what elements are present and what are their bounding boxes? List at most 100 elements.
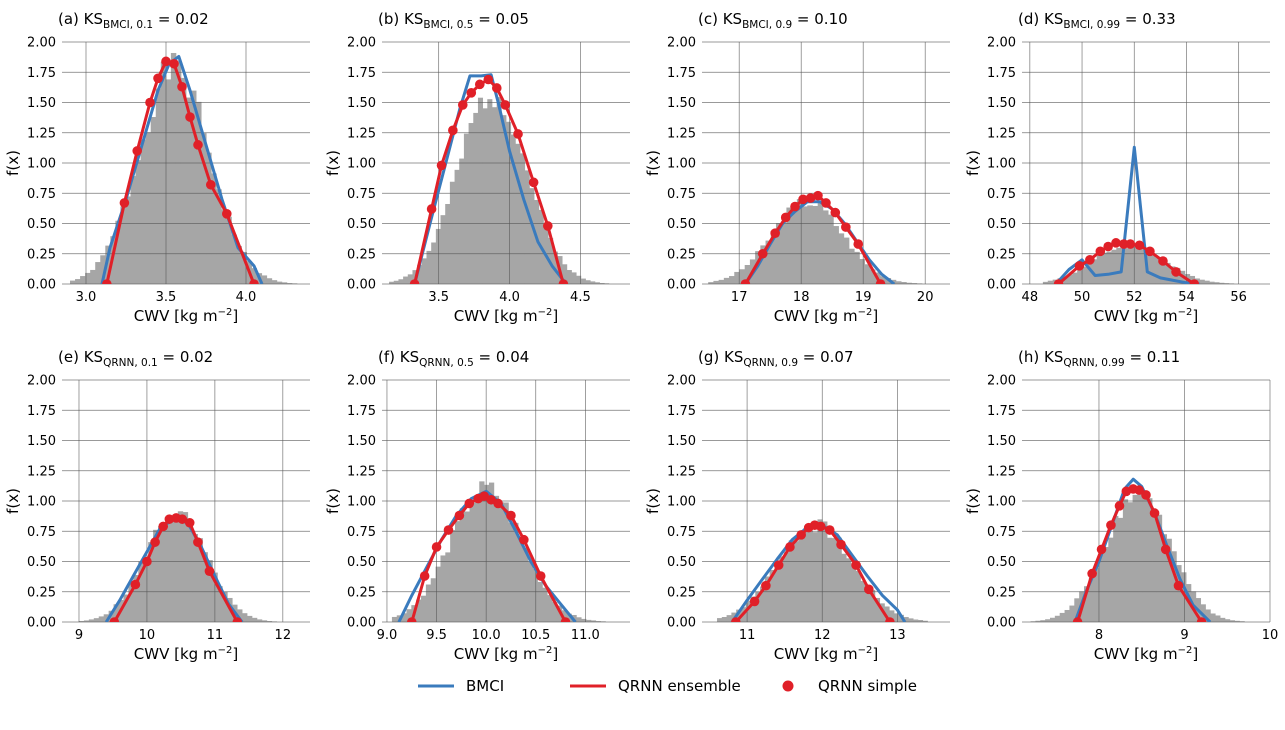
histogram-bar — [1084, 586, 1090, 622]
x-tick-label: 12 — [814, 628, 831, 643]
x-tick-label: 20 — [917, 290, 934, 305]
series-group — [1072, 477, 1212, 622]
qrnn-simple-point — [1125, 239, 1136, 249]
histogram-bar — [98, 616, 105, 622]
histogram-bar — [440, 215, 446, 284]
histogram-bar — [750, 596, 756, 622]
y-tick-label: 1.25 — [27, 464, 56, 479]
histogram-bar — [1106, 251, 1112, 284]
panel-title-value: = 0.07 — [798, 348, 854, 366]
histogram-bar — [474, 495, 480, 622]
x-axis-label-main: CWV [kg m — [774, 307, 858, 325]
y-tick-label: 0.00 — [347, 278, 376, 293]
panel-title-prefix: (e) KS — [58, 348, 103, 366]
histogram-bar — [186, 97, 192, 284]
qrnn-simple-point — [790, 201, 800, 212]
y-tick-label: 0.25 — [347, 585, 376, 600]
histogram-bar — [473, 112, 479, 284]
y-axis-label: f(x) — [4, 150, 22, 176]
histogram-bar — [846, 558, 852, 622]
x-axis-label-end: ] — [1192, 307, 1198, 325]
histogram-bar — [552, 602, 558, 622]
histogram — [1030, 492, 1245, 622]
histogram-bar — [906, 282, 912, 284]
histogram-bar — [590, 620, 597, 622]
x-tick-label: 3.0 — [76, 290, 97, 305]
histogram-bar — [561, 610, 567, 622]
histogram-bar — [426, 250, 432, 284]
qrnn-simple-point — [130, 579, 141, 590]
histogram-bar — [1165, 262, 1171, 284]
histogram-bar — [261, 620, 268, 622]
histogram-bar — [726, 615, 732, 622]
qrnn-simple-point — [161, 56, 171, 67]
histogram-bar — [796, 199, 803, 284]
qrnn-simple-point — [558, 279, 569, 284]
histogram-bar — [585, 280, 591, 284]
y-tick-label: 1.00 — [27, 157, 56, 172]
qrnn-simple-point — [1189, 279, 1200, 284]
y-tick-label: 0.00 — [347, 616, 376, 631]
histogram-bar — [734, 271, 740, 284]
y-axis-label: f(x) — [4, 488, 22, 514]
histogram-bar — [1088, 577, 1095, 622]
histogram-bar — [1030, 621, 1036, 622]
x-tick-label: 10 — [139, 628, 156, 643]
y-tick-label: 2.00 — [987, 374, 1016, 389]
x-axis-label-main: CWV [kg m — [1094, 307, 1178, 325]
qrnn-simple-point — [1134, 240, 1145, 251]
panel-title-prefix: (a) KS — [58, 10, 103, 28]
qrnn-simple-point — [206, 179, 216, 190]
qrnn-simple-point — [731, 617, 741, 622]
y-tick-label: 0.00 — [667, 616, 696, 631]
histogram-bar — [508, 522, 514, 622]
x-tick-label: 3.5 — [156, 290, 177, 305]
x-tick-label: 4.5 — [570, 290, 591, 305]
grid — [382, 379, 630, 623]
histogram-bar — [256, 619, 263, 622]
y-tick-label: 1.50 — [987, 434, 1016, 449]
histogram-bar — [155, 88, 162, 284]
y-tick-label: 1.25 — [667, 464, 696, 479]
x-tick-label: 10.0 — [472, 628, 501, 643]
histogram-bar — [406, 609, 412, 622]
qrnn-simple-point — [796, 530, 806, 540]
qrnn-simple-point — [153, 73, 163, 84]
x-tick-label: 56 — [1230, 290, 1247, 305]
qrnn-simple-point — [204, 566, 215, 576]
y-tick-label: 0.25 — [27, 247, 56, 262]
y-tick-label: 1.00 — [347, 157, 376, 172]
histogram-bar — [398, 279, 404, 284]
x-axis-label-exponent: −2 — [858, 307, 873, 318]
histogram-bar — [170, 52, 177, 284]
histogram-bar — [459, 508, 466, 622]
qrnn-simple-point — [454, 510, 465, 521]
y-tick-label: 1.50 — [347, 434, 376, 449]
histogram-bar — [723, 277, 730, 284]
histogram-bar — [115, 220, 121, 284]
histogram-bar — [201, 133, 207, 284]
x-tick-label: 11 — [207, 628, 224, 643]
histogram-bar — [1118, 517, 1124, 622]
histogram-bar — [75, 279, 81, 284]
histogram-bar — [222, 591, 228, 622]
x-axis-label-end: ] — [872, 645, 878, 663]
qrnn-simple-point — [773, 560, 784, 570]
qrnn-simple-point — [780, 212, 791, 223]
x-tick-label: 9.0 — [377, 628, 398, 643]
panels: 0.00 0.25 0.50 0.75 1.00 1.25 1.50 1.75 2.00 3.0 3… — [4, 10, 1278, 663]
histogram-bar — [100, 255, 106, 284]
series-group — [409, 73, 569, 284]
histogram-bar — [537, 581, 543, 622]
y-tick-label: 1.25 — [667, 126, 696, 141]
panel-title: (a) KSBMCI, 0.1 = 0.02 — [58, 10, 209, 31]
histogram-bar — [760, 245, 766, 284]
histogram-bar — [1096, 255, 1103, 284]
qrnn-simple-point — [409, 279, 420, 284]
y-tick-label: 0.25 — [667, 247, 696, 262]
series-group — [397, 489, 577, 622]
histogram-bar — [1074, 598, 1080, 622]
histogram-bar — [393, 280, 399, 284]
histogram-bar — [148, 542, 154, 622]
bmci-line — [413, 73, 568, 284]
